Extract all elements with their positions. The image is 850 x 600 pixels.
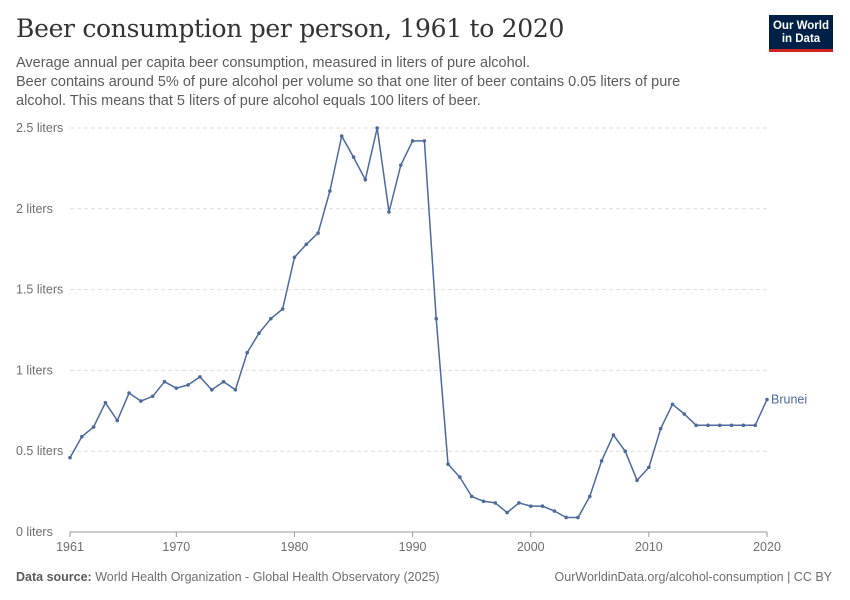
data-point: [127, 391, 131, 395]
data-point: [150, 394, 155, 399]
line-chart: 0 liters 0.5 liters 1 liters 1.5 liters 2 li…: [16, 121, 807, 554]
data-point: [706, 423, 710, 428]
data-point: [670, 402, 675, 407]
data-point: [729, 423, 734, 428]
data-point: [80, 434, 84, 439]
data-source-text: World Health Organization - Global Healt…: [95, 570, 440, 584]
source-link[interactable]: OurWorldinData.org/alcohol-consumption |…: [554, 570, 832, 584]
data-point: [647, 465, 651, 470]
logo-line-1: Our World: [772, 20, 829, 32]
chart-subtitle: Average annual per capita beer consumpti…: [16, 54, 716, 111]
data-point: [304, 242, 309, 247]
data-point: [280, 307, 285, 311]
data-point: [339, 134, 344, 138]
data-point: [576, 515, 580, 520]
data-point: [198, 375, 202, 379]
data-point: [387, 210, 391, 214]
x-tick-label: 2020: [753, 540, 781, 554]
data-point: [363, 177, 368, 182]
data-point: [458, 475, 462, 479]
x-tick-label: 1961: [56, 540, 84, 554]
data-point: [422, 139, 427, 143]
y-tick-label: 1 liters: [16, 363, 53, 377]
data-point: [375, 126, 379, 130]
gridlines: [70, 127, 767, 452]
series-group: Brunei: [68, 126, 807, 520]
data-source: Data source: World Health Organization -…: [16, 570, 440, 584]
x-tick-label: 2000: [517, 540, 545, 554]
data-point: [292, 255, 297, 260]
data-point: [91, 425, 96, 429]
data-point: [694, 423, 698, 428]
y-tick-label: 2.5 liters: [16, 121, 63, 135]
data-point: [623, 449, 628, 454]
data-point: [162, 379, 167, 384]
data-point: [765, 397, 769, 402]
data-point: [245, 350, 250, 355]
x-tick-label: 1990: [399, 540, 427, 554]
data-point: [682, 412, 687, 416]
data-point: [174, 386, 179, 390]
y-tick-label: 0.5 liters: [16, 444, 63, 458]
data-point: [635, 478, 639, 483]
data-point: [257, 331, 261, 336]
data-point: [103, 400, 108, 405]
y-tick-label: 0 liters: [16, 525, 53, 539]
subtitle-line-2: Beer contains around 5% of pure alcohol …: [16, 74, 681, 109]
data-point: [528, 504, 533, 508]
data-point: [587, 494, 592, 499]
data-point: [469, 494, 474, 499]
data-point: [115, 418, 120, 423]
data-point: [611, 433, 616, 437]
data-point: [68, 455, 72, 460]
data-point: [434, 316, 439, 321]
data-point: [493, 501, 498, 505]
data-point: [540, 504, 545, 508]
data-point: [233, 387, 238, 392]
subtitle-line-1: Average annual per capita beer consumpti…: [16, 55, 530, 71]
data-point: [398, 163, 403, 167]
data-source-label: Data source:: [16, 570, 92, 584]
data-point: [221, 379, 226, 384]
data-point: [269, 316, 273, 321]
data-point: [741, 423, 746, 428]
data-point: [505, 510, 509, 515]
data-point: [209, 387, 214, 392]
y-tick-label: 1.5 liters: [16, 283, 63, 297]
data-point: [599, 459, 604, 463]
x-axis: 1961 1970 1980 1990 2000 2010 2020: [56, 531, 781, 554]
data-point: [351, 155, 356, 159]
y-axis-ticks: 0 liters 0.5 liters 1 liters 1.5 liters 2 li…: [16, 121, 63, 539]
x-tick-label: 2010: [635, 540, 663, 554]
series-line: [69, 127, 768, 519]
data-point: [481, 499, 486, 504]
data-point: [753, 423, 757, 428]
x-tick-label: 1980: [281, 540, 309, 554]
data-point: [658, 426, 663, 431]
data-point: [717, 423, 722, 428]
x-tick-label: 1970: [162, 540, 190, 554]
data-point: [328, 189, 332, 193]
y-tick-label: 2 liters: [16, 202, 53, 216]
data-point: [552, 509, 557, 513]
data-point: [186, 383, 190, 387]
data-point: [316, 231, 320, 235]
data-point: [139, 399, 143, 403]
series-label: Brunei: [771, 392, 807, 406]
owid-logo[interactable]: Our World in Data: [769, 15, 833, 52]
data-point: [564, 515, 568, 520]
chart-title: Beer consumption per person, 1961 to 202…: [16, 14, 565, 43]
data-point: [410, 139, 415, 143]
logo-line-2: in Data: [781, 33, 821, 45]
data-point: [446, 462, 450, 466]
data-point: [517, 501, 521, 505]
